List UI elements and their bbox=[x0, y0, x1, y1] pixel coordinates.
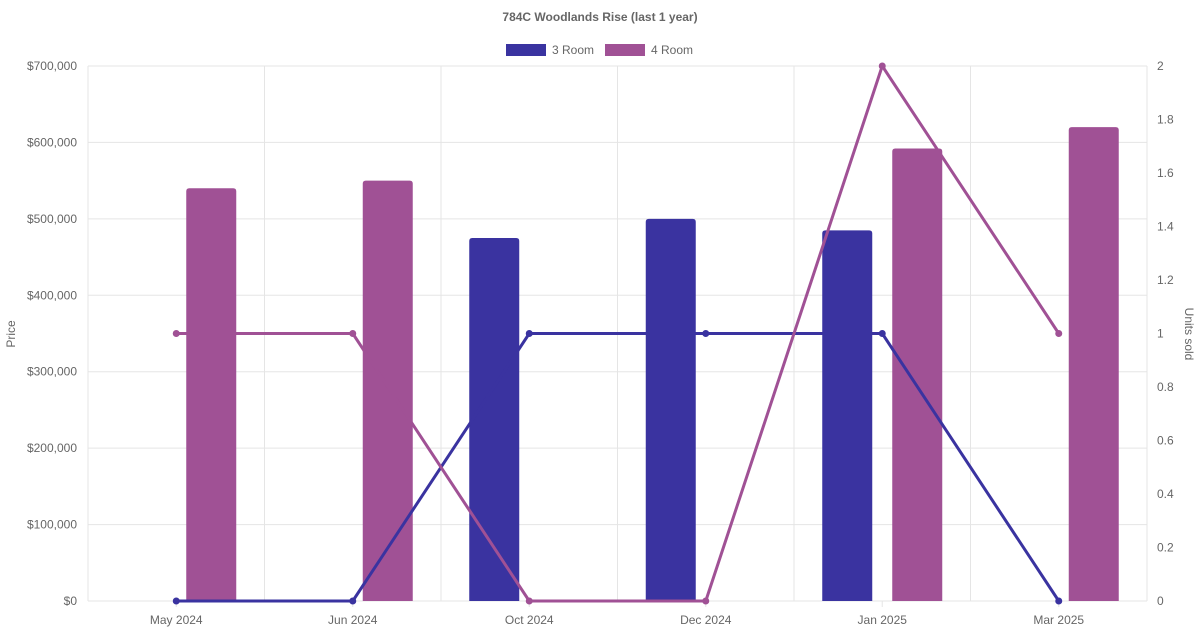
price-tick-label: $600,000 bbox=[27, 135, 77, 149]
units-point bbox=[702, 597, 710, 605]
price-axis-title: Price bbox=[4, 320, 18, 348]
legend: 3 Room 4 Room bbox=[506, 43, 693, 57]
legend-label: 3 Room bbox=[552, 43, 594, 57]
units-point bbox=[878, 330, 886, 337]
price-tick-label: $200,000 bbox=[27, 441, 77, 455]
units-tick-label: 0.8 bbox=[1157, 380, 1174, 394]
month-axis-ticks: May 2024 Jun 2024 Oct 2024 Dec 2024 Jan 2025… bbox=[150, 601, 1084, 627]
price-bars bbox=[186, 127, 1119, 602]
units-point bbox=[878, 62, 886, 70]
month-tick-label: Jan 2025 bbox=[858, 613, 908, 627]
month-tick-label: Oct 2024 bbox=[505, 613, 554, 627]
units-tick-label: 0.4 bbox=[1157, 487, 1174, 501]
price-tick-label: $700,000 bbox=[27, 59, 77, 73]
units-point bbox=[349, 330, 357, 337]
units-point bbox=[702, 330, 710, 337]
price-bar-4-room bbox=[186, 188, 237, 602]
price-tick-label: $300,000 bbox=[27, 365, 77, 379]
price-bar-3-room bbox=[469, 237, 520, 601]
units-point bbox=[172, 330, 180, 337]
units-tick-label: 1.6 bbox=[1157, 166, 1174, 180]
price-bar-4-room bbox=[362, 180, 413, 601]
month-tick-label: May 2024 bbox=[150, 613, 203, 627]
price-bar-3-room bbox=[645, 218, 696, 601]
units-axis-title: Units sold bbox=[1182, 308, 1196, 361]
price-bar-4-room bbox=[1068, 127, 1119, 602]
price-bar-4-room bbox=[892, 148, 943, 602]
units-line-3-room bbox=[176, 332, 1061, 603]
units-point bbox=[525, 330, 533, 337]
price-bar-3-room bbox=[822, 230, 873, 602]
units-line-4-room bbox=[176, 64, 1061, 603]
legend-swatch bbox=[506, 44, 546, 56]
price-tick-label: $0 bbox=[64, 594, 78, 608]
month-tick-label: Mar 2025 bbox=[1033, 613, 1084, 627]
price-tick-label: $500,000 bbox=[27, 212, 77, 226]
units-tick-label: 1 bbox=[1157, 327, 1164, 341]
units-tick-label: 0 bbox=[1157, 594, 1164, 608]
price-tick-label: $100,000 bbox=[27, 518, 77, 532]
units-point bbox=[349, 597, 357, 605]
month-tick-label: Jun 2024 bbox=[328, 613, 378, 627]
units-point bbox=[172, 597, 180, 605]
price-tick-label: $400,000 bbox=[27, 288, 77, 302]
units-axis-ticks: 0 0.2 0.4 0.6 0.8 1 1.2 1.4 1.6 1.8 2 bbox=[1157, 59, 1174, 608]
units-point bbox=[1055, 330, 1063, 337]
units-tick-label: 0.6 bbox=[1157, 434, 1174, 448]
units-tick-label: 1.8 bbox=[1157, 113, 1174, 127]
month-tick-label: Dec 2024 bbox=[680, 613, 732, 627]
units-point bbox=[1055, 597, 1063, 605]
legend-label: 4 Room bbox=[651, 43, 693, 57]
units-tick-label: 2 bbox=[1157, 59, 1164, 73]
chart-title: 784C Woodlands Rise (last 1 year) bbox=[502, 10, 697, 24]
legend-swatch bbox=[605, 44, 645, 56]
units-point bbox=[525, 597, 533, 605]
units-tick-label: 1.2 bbox=[1157, 273, 1174, 287]
price-axis-ticks: $0 $100,000 $200,000 $300,000 $400,000 $500,0… bbox=[27, 59, 77, 608]
units-tick-label: 0.2 bbox=[1157, 541, 1174, 555]
units-sold-lines bbox=[172, 62, 1063, 605]
units-tick-label: 1.4 bbox=[1157, 220, 1174, 234]
